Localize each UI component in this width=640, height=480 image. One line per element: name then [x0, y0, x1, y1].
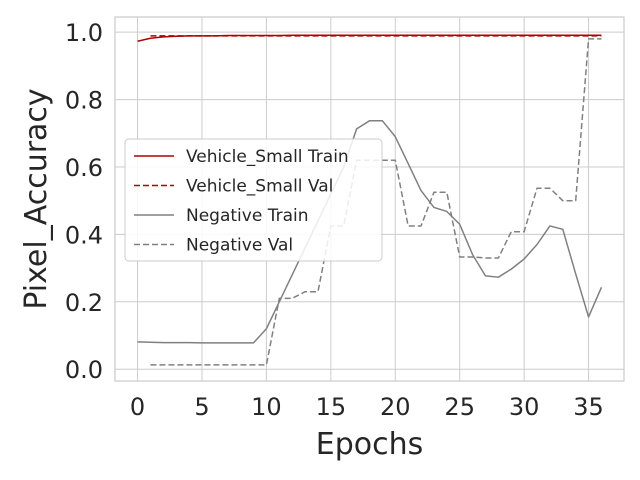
- x-tick-labels: 0 5 10 15 20 25 30 35: [130, 393, 604, 421]
- y-tick-label: 1.0: [65, 19, 103, 47]
- y-tick-labels: 0.0 0.2 0.4 0.6 0.8 1.0: [65, 19, 103, 384]
- y-tick-label: 0.8: [65, 87, 103, 115]
- series-line-3: [137, 120, 603, 344]
- x-tick-label: 10: [251, 393, 282, 421]
- plot-frame: [114, 16, 625, 382]
- x-tick-label: 15: [316, 393, 347, 421]
- legend-label: Negative Train: [186, 206, 309, 226]
- legend: Vehicle_Small Train Vehicle_Small Val Nega…: [124, 138, 383, 262]
- legend-box: [124, 138, 383, 262]
- legend-label: Vehicle_Small Val: [186, 177, 333, 197]
- x-tick-label: 30: [509, 393, 540, 421]
- x-tick-label: 25: [444, 393, 475, 421]
- x-axis-label: Epochs: [316, 427, 424, 462]
- legend-label: Vehicle_Small Train: [186, 147, 349, 167]
- y-tick-label: 0.4: [65, 221, 103, 249]
- x-tick-label: 35: [573, 393, 604, 421]
- y-tick-label: 0.0: [65, 356, 103, 384]
- x-tick-label: 0: [130, 393, 145, 421]
- legend-label: Negative Val: [186, 236, 293, 256]
- x-tick-label: 20: [380, 393, 411, 421]
- y-tick-label: 0.2: [65, 289, 103, 317]
- y-axis-label: Pixel_Accuracy: [19, 88, 54, 309]
- x-tick-label: 5: [194, 393, 209, 421]
- y-tick-label: 0.6: [65, 154, 103, 182]
